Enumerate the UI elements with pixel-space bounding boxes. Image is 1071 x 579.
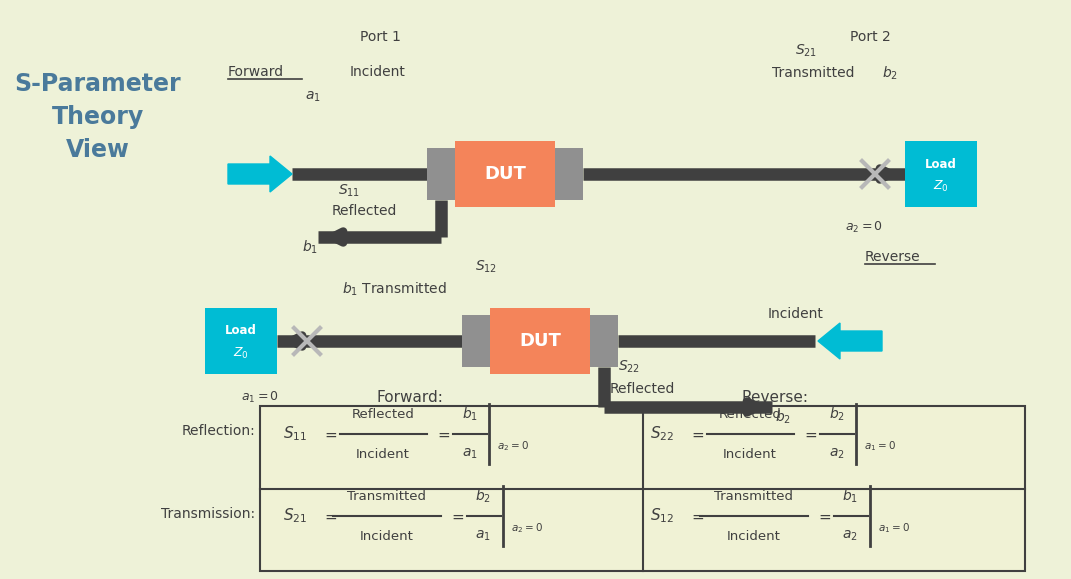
Text: Incident: Incident <box>723 448 776 460</box>
Text: Incident: Incident <box>727 530 781 543</box>
Text: Reflected: Reflected <box>332 204 397 218</box>
Text: $b_1$: $b_1$ <box>302 239 318 256</box>
Text: $b_1$: $b_1$ <box>842 488 858 505</box>
Text: Reverse:: Reverse: <box>741 390 809 405</box>
Text: $a_1=0$: $a_1=0$ <box>878 521 910 535</box>
Text: Load: Load <box>225 324 257 338</box>
Text: Forward: Forward <box>228 65 284 79</box>
Text: $=$: $=$ <box>322 427 338 442</box>
Text: Port 2: Port 2 <box>849 30 890 44</box>
Text: $S_{12}$: $S_{12}$ <box>476 259 497 275</box>
Text: $a_1=0$: $a_1=0$ <box>864 439 895 453</box>
Text: $a_2=0$: $a_2=0$ <box>497 439 529 453</box>
Text: Reflected: Reflected <box>719 408 782 420</box>
Text: $=$: $=$ <box>689 508 705 523</box>
Text: Reflection:: Reflection: <box>181 424 255 438</box>
Text: $=$: $=$ <box>449 508 465 523</box>
Text: $Z_0$: $Z_0$ <box>233 346 248 361</box>
Text: $b_2$: $b_2$ <box>883 64 897 82</box>
Text: $a_1 = 0$: $a_1 = 0$ <box>241 390 280 405</box>
Text: $=$: $=$ <box>322 508 338 523</box>
FancyBboxPatch shape <box>491 308 590 374</box>
Polygon shape <box>228 156 292 192</box>
Text: $=$: $=$ <box>435 427 451 442</box>
Text: Incident: Incident <box>350 65 406 79</box>
Text: Transmitted: Transmitted <box>347 489 426 503</box>
Text: $b_2$: $b_2$ <box>775 408 791 426</box>
Text: $S_{22}$: $S_{22}$ <box>650 424 674 444</box>
Text: Port 1: Port 1 <box>360 30 401 44</box>
Text: Transmission:: Transmission: <box>161 507 255 521</box>
FancyBboxPatch shape <box>590 315 618 367</box>
FancyBboxPatch shape <box>455 141 555 207</box>
FancyBboxPatch shape <box>462 315 491 367</box>
Text: $a_2$: $a_2$ <box>842 529 858 543</box>
Text: Incident: Incident <box>356 448 410 460</box>
FancyBboxPatch shape <box>555 148 583 200</box>
Text: Forward:: Forward: <box>377 390 443 405</box>
Text: Reflected: Reflected <box>351 408 414 420</box>
Text: $S_{12}$: $S_{12}$ <box>650 507 674 525</box>
Text: Load: Load <box>925 157 956 170</box>
FancyBboxPatch shape <box>205 308 277 374</box>
Text: $S_{11}$: $S_{11}$ <box>283 424 307 444</box>
Text: Incident: Incident <box>360 530 413 543</box>
Text: $a_1$: $a_1$ <box>462 447 478 461</box>
FancyBboxPatch shape <box>260 406 1025 571</box>
Polygon shape <box>818 323 883 359</box>
Text: $a_1$: $a_1$ <box>305 90 320 104</box>
Text: Reflected: Reflected <box>610 382 676 396</box>
Text: $S_{21}$: $S_{21}$ <box>283 507 307 525</box>
FancyBboxPatch shape <box>427 148 455 200</box>
Text: Reverse: Reverse <box>865 250 921 264</box>
Text: $b_1$ Transmitted: $b_1$ Transmitted <box>342 280 447 298</box>
Text: $=$: $=$ <box>689 427 705 442</box>
Text: S-Parameter
Theory
View: S-Parameter Theory View <box>15 72 181 162</box>
Text: $a_2 = 0$: $a_2 = 0$ <box>845 219 884 234</box>
Text: $a_2$: $a_2$ <box>829 447 845 461</box>
Text: Transmitted: Transmitted <box>772 66 855 80</box>
Text: Incident: Incident <box>768 307 824 321</box>
Text: $S_{21}$: $S_{21}$ <box>795 43 817 59</box>
FancyBboxPatch shape <box>905 141 977 207</box>
Text: $b_2$: $b_2$ <box>829 405 845 423</box>
Text: $S_{22}$: $S_{22}$ <box>618 359 640 375</box>
Text: $=$: $=$ <box>802 427 818 442</box>
Text: Transmitted: Transmitted <box>714 489 794 503</box>
Text: DUT: DUT <box>519 332 561 350</box>
Text: $a_2$: $a_2$ <box>865 334 880 348</box>
Text: $b_2$: $b_2$ <box>474 488 491 505</box>
Text: DUT: DUT <box>484 165 526 183</box>
Text: $S_{11}$: $S_{11}$ <box>338 183 360 199</box>
Text: $a_2=0$: $a_2=0$ <box>511 521 543 535</box>
Text: $=$: $=$ <box>816 508 832 523</box>
Text: $a_1$: $a_1$ <box>476 529 491 543</box>
Text: $b_1$: $b_1$ <box>462 405 478 423</box>
Text: $Z_0$: $Z_0$ <box>933 178 949 193</box>
